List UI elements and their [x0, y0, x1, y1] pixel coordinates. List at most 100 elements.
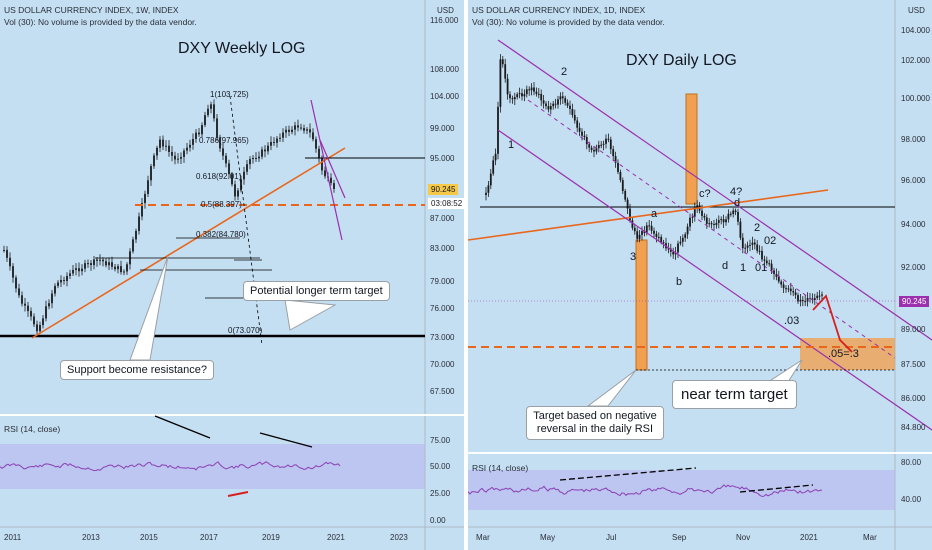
daily-rsi-line [468, 484, 823, 497]
daily-candle-body [794, 292, 797, 296]
daily-chart-panel[interactable]: US DOLLAR CURRENCY INDEX, 1D, INDEX Vol … [468, 0, 932, 550]
daily-candle-body [648, 225, 651, 227]
daily-candle-body [557, 99, 559, 105]
weekly-candle-body [207, 108, 209, 116]
daily-candle-body [660, 236, 663, 243]
daily-candle-body [739, 221, 742, 238]
daily-candle-body [564, 98, 567, 103]
daily-candle-body [528, 89, 531, 91]
daily-candle-body [799, 299, 802, 302]
weekly-candle-body [165, 145, 167, 147]
weekly-candle-body [159, 139, 161, 148]
weekly-channel-line [319, 139, 346, 199]
weekly-candle-body [21, 295, 23, 304]
daily-candle-body [727, 213, 730, 220]
weekly-candle-body [171, 151, 173, 156]
daily-symbol-line: US DOLLAR CURRENCY INDEX, 1D, INDEX [472, 5, 646, 15]
daily-candle-body [780, 281, 783, 285]
daily-candle-body [787, 288, 790, 290]
daily-candle-body [545, 103, 547, 107]
daily-chart-canvas[interactable] [468, 0, 932, 550]
daily-candle-body [763, 259, 766, 261]
daily-price-tick: 96.000 [901, 176, 926, 185]
weekly-candle-body [174, 155, 176, 160]
weekly-orange-trendline [31, 147, 346, 339]
daily-candle-body [641, 231, 643, 235]
weekly-candle-body [123, 271, 125, 273]
weekly-candle-body [201, 125, 203, 135]
weekly-price-tick: 104.000 [430, 92, 459, 101]
weekly-price-tick: 76.000 [430, 304, 455, 313]
weekly-candle-body [126, 264, 128, 272]
daily-projection-path [812, 294, 853, 353]
weekly-chart-panel[interactable]: US DOLLAR CURRENCY INDEX, 1W, INDEX Vol … [0, 0, 464, 550]
weekly-currency-label: USD [437, 6, 454, 15]
daily-candle-body [729, 213, 732, 215]
weekly-candle-body [144, 193, 146, 204]
daily-candle-body [633, 227, 636, 232]
daily-target-zone [800, 338, 895, 370]
daily-candle-body [533, 87, 535, 92]
weekly-candle-body [48, 303, 50, 307]
weekly-candle-body [288, 129, 290, 132]
daily-candle-body [619, 171, 622, 181]
daily-candle-body [777, 276, 780, 282]
weekly-candle-body [180, 156, 182, 159]
daily-candle-body [813, 298, 816, 300]
daily-candle-body [744, 247, 747, 249]
weekly-candle-body [189, 144, 191, 148]
daily-candle-body [537, 93, 540, 95]
daily-candle-body [679, 241, 682, 244]
daily-candle-body [501, 59, 504, 65]
daily-rsi-divergence-line [739, 484, 814, 493]
daily-rsi-band [468, 470, 895, 510]
weekly-channel-line [310, 99, 343, 241]
daily-candle-body [614, 156, 617, 163]
daily-rsi-label: RSI (14, close) [472, 463, 529, 473]
panel-divider[interactable] [464, 0, 468, 550]
support-resistance-callout: Support become resistance? [60, 360, 215, 380]
weekly-candle-body [246, 164, 248, 172]
weekly-candle-body [75, 268, 77, 270]
daily-candle-body [713, 223, 715, 226]
weekly-candle-body [330, 177, 332, 184]
daily-candle-body [516, 94, 519, 98]
weekly-candle-body [99, 259, 101, 261]
weekly-candle-body [30, 311, 32, 317]
daily-candle-body [734, 210, 737, 212]
daily-price-tick: 86.000 [901, 394, 926, 403]
daily-candle-body [686, 226, 689, 235]
daily-candle-body [737, 211, 739, 222]
daily-candle-body [499, 59, 502, 107]
weekly-candle-body [33, 316, 35, 325]
fib-label-0382: 0.382(84.780) [196, 230, 246, 239]
fib-label-0786: 0.786(97.965) [199, 136, 249, 145]
weekly-chart-canvas[interactable] [0, 0, 464, 550]
daily-time-tick: Sep [672, 533, 687, 542]
weekly-rsi-label: RSI (14, close) [4, 424, 61, 434]
weekly-candle-body [228, 163, 230, 175]
daily-candle-body [693, 208, 696, 217]
weekly-candle-body [9, 257, 11, 267]
weekly-last-price-tag: 90.245 [428, 184, 459, 195]
weekly-candle-body [213, 104, 215, 119]
weekly-candle-body [231, 174, 233, 185]
wave-label-01: 01 [755, 262, 768, 274]
weekly-price-tick: 116.000 [430, 16, 459, 25]
wave-label-b: b [676, 276, 683, 288]
daily-candle-body [624, 190, 627, 200]
daily-chart-title: DXY Daily LOG [626, 52, 737, 69]
weekly-candle-body [267, 145, 269, 152]
daily-candle-body [717, 220, 720, 223]
weekly-candle-body [150, 166, 152, 181]
weekly-candle-body [297, 125, 299, 128]
weekly-candle-body [294, 125, 296, 130]
weekly-price-tick: 70.000 [430, 360, 455, 369]
weekly-candle-body [192, 138, 194, 145]
weekly-candle-body [102, 259, 104, 262]
weekly-candle-body [87, 263, 89, 265]
weekly-candle-body [249, 159, 251, 165]
weekly-rsi-tick: 75.00 [430, 436, 451, 445]
daily-candle-body [487, 185, 490, 193]
daily-candle-body [521, 93, 523, 97]
